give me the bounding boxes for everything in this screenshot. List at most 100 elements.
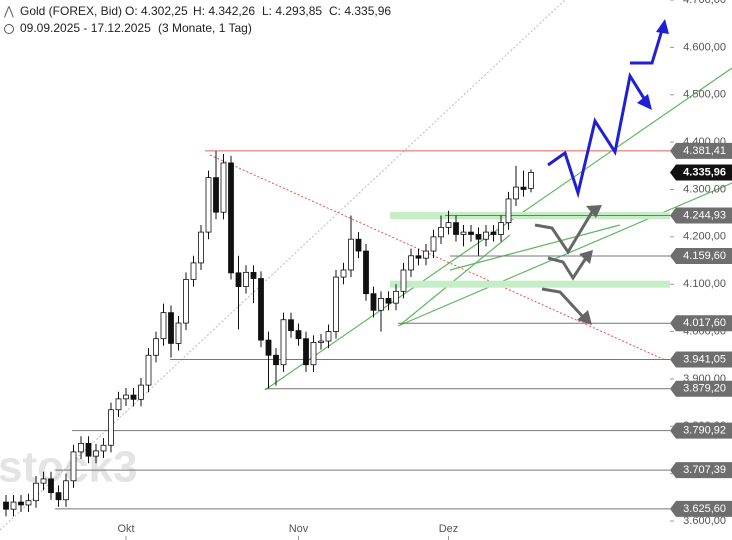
plot: 3.600,003.700,003.800,003.900,004.000,00… [3, 0, 732, 540]
level-box [670, 207, 732, 224]
level-box [670, 315, 732, 332]
y-tick-label: 4.100,00 [683, 278, 726, 290]
trend-line [399, 234, 511, 326]
candle-body [25, 500, 32, 506]
candle-body [528, 172, 534, 189]
header: ⋀ Gold (FOREX, Bid) O: 4.302,25 H: 4.342… [3, 4, 391, 35]
level-label: 4.381,41 [683, 145, 726, 157]
candle-body [280, 319, 287, 366]
x-tick-label: Dez [439, 523, 459, 535]
candle-body [243, 271, 249, 287]
title: Gold (FOREX, Bid) [20, 4, 122, 18]
y-tick-label: 4.200,00 [683, 231, 726, 243]
candle-body [295, 330, 302, 340]
candle-body [505, 198, 512, 224]
level-label: 4.017,60 [683, 317, 726, 329]
y-tick-label: 4.500,00 [683, 89, 726, 101]
level-label: 4.159,60 [683, 250, 726, 262]
candle-body [340, 269, 347, 278]
y-tick-label: 4.300,00 [683, 183, 726, 195]
candle-body [55, 492, 62, 501]
candle-body [393, 290, 399, 304]
level-label: 4.244,93 [683, 209, 726, 221]
level-box [670, 380, 732, 397]
candle-body [265, 339, 272, 356]
zone [390, 280, 670, 288]
candle-body [325, 331, 332, 342]
candle-body [363, 250, 369, 295]
summary: C: 4.335,96 [329, 4, 391, 18]
candle-body [370, 293, 377, 311]
candle-body [228, 162, 234, 274]
scenario-arrow [534, 211, 594, 255]
candle-body [348, 238, 354, 271]
candle-body [123, 394, 129, 400]
candle-body [18, 501, 24, 506]
x-tick-label: Nov [289, 523, 309, 535]
candle-body [48, 478, 54, 494]
candle-body [235, 272, 242, 287]
arrow-head [637, 94, 652, 110]
level-box [670, 462, 732, 479]
candle-body [355, 238, 362, 252]
candle-body [318, 340, 324, 343]
candle-body [198, 231, 204, 264]
summary: O: 4.302,25 [125, 4, 188, 18]
candle-body [130, 394, 137, 400]
candle-body [483, 231, 489, 240]
level-label: 3.625,60 [683, 503, 726, 515]
trend-line [397, 182, 732, 327]
candle-body [513, 186, 519, 200]
period: (3 Monate, 1 Tag) [158, 21, 252, 35]
candle-body [453, 222, 459, 235]
clock-icon [4, 24, 14, 34]
arrow-head [577, 310, 592, 325]
candle-body [378, 298, 384, 311]
x-tick-label: Okt [117, 523, 134, 535]
y-tick-label: 4.600,00 [683, 41, 726, 53]
candle-body [288, 319, 294, 332]
arrow-head [586, 205, 602, 218]
candle-body [423, 250, 429, 259]
candle-body [250, 271, 257, 279]
level-label: 3.790,92 [683, 425, 726, 437]
candle-body [273, 354, 279, 366]
candle-body [70, 451, 77, 482]
candle-body [258, 278, 264, 341]
candle-body [183, 279, 189, 324]
candle-body [445, 222, 452, 228]
candle-body [168, 312, 174, 344]
level-label: 3.707,39 [683, 464, 726, 476]
arrow-head [579, 250, 593, 264]
candle-body [490, 231, 497, 235]
scenario-arrow [547, 71, 647, 199]
candle-body [205, 177, 212, 233]
subtitle: 09.09.2025 - 17.12.2025 [20, 21, 151, 35]
candle-body [63, 480, 69, 501]
summary: L: 4.293,85 [262, 4, 322, 18]
level-label: 3.941,05 [683, 353, 726, 365]
candle-body [213, 177, 219, 213]
scenario-arrow [547, 256, 588, 281]
candle-body [408, 255, 414, 271]
last-price-box [670, 164, 732, 181]
trend-red-dotted [209, 154, 666, 361]
level-box [670, 142, 732, 159]
icon: ⋀ [3, 4, 14, 18]
candle-body [303, 338, 309, 366]
level-box [670, 422, 732, 439]
candle-body [145, 354, 152, 386]
candle-body [40, 478, 47, 484]
scenario-arrow [630, 29, 664, 65]
candle-body [33, 482, 39, 502]
candle-body [475, 234, 482, 240]
candle-body [498, 222, 504, 235]
candle-body [400, 269, 407, 292]
candle-body [520, 186, 527, 190]
level-label: 3.879,20 [683, 383, 726, 395]
candle-body [93, 450, 99, 457]
candle-body [333, 276, 339, 332]
level-box [670, 500, 732, 517]
summary: H: 4.342,26 [193, 4, 255, 18]
